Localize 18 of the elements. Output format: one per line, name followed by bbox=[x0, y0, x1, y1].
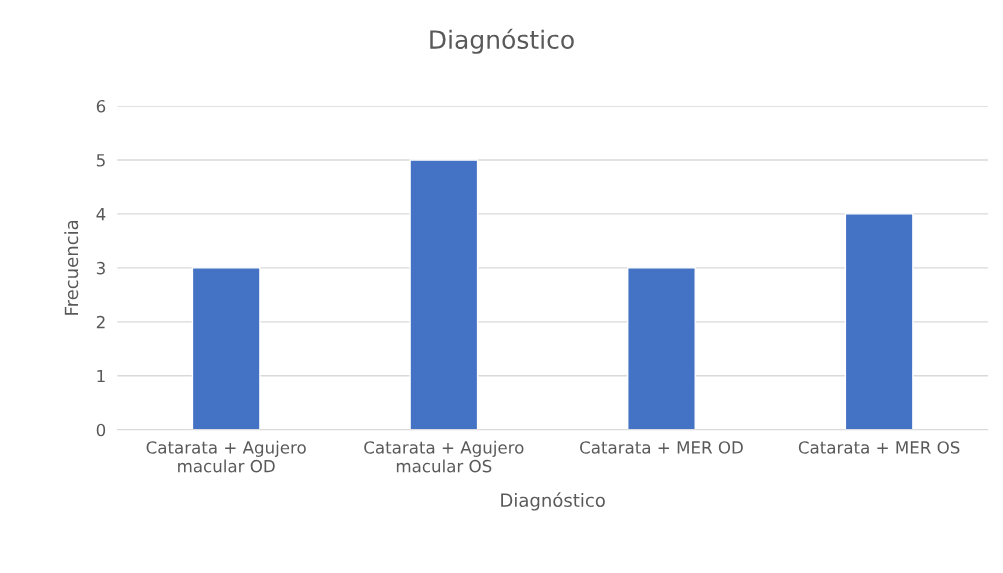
chart-title: Diagnóstico bbox=[430, 28, 574, 54]
bar bbox=[844, 213, 914, 430]
x-tick-label: Catarata + Agujero macular OD bbox=[146, 440, 306, 473]
bar bbox=[627, 267, 696, 430]
bar bbox=[409, 159, 479, 430]
x-tick-label: Catarata + MER OD bbox=[580, 441, 743, 454]
y-tick-label: 3 bbox=[96, 261, 105, 275]
x-tick-label: Catarata + MER OS bbox=[798, 441, 960, 454]
bar bbox=[191, 267, 261, 430]
y-tick-label: 2 bbox=[96, 315, 105, 329]
x-axis-title: Diagnóstico bbox=[501, 492, 605, 511]
y-tick-label: 6 bbox=[96, 99, 106, 113]
y-tick-label: 5 bbox=[96, 154, 105, 167]
y-tick-label: 4 bbox=[96, 208, 106, 221]
y-tick-label: 0 bbox=[96, 423, 106, 437]
x-tick-label: Catarata + Agujero macular OS bbox=[364, 440, 524, 473]
y-axis-title: Frecuencia bbox=[64, 220, 79, 315]
y-tick-label: 1 bbox=[97, 369, 105, 383]
